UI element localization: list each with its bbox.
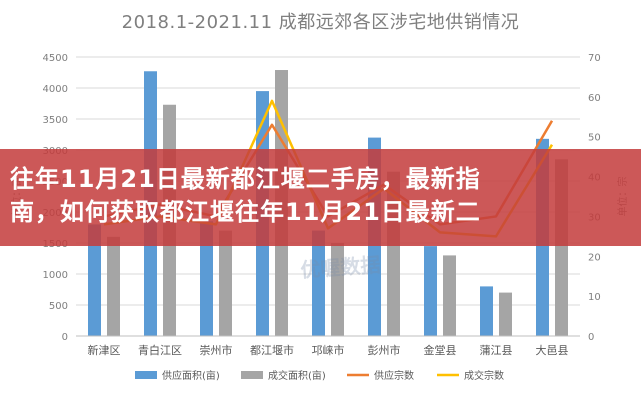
legend-label: 供应面积(亩) <box>162 369 220 382</box>
x-tick-label: 彭州市 <box>368 343 401 357</box>
y-left-tick-label: 500 <box>49 301 68 312</box>
x-tick-label: 都江堰市 <box>250 343 294 357</box>
legend-label: 成交宗数 <box>464 369 504 382</box>
article-title-banner[interactable]: 往年11月21日最新都江堰二手房，最新指 南，如何获取都江堰往年11月21日最新… <box>0 149 641 246</box>
y-right-tick-label: 0 <box>588 332 594 343</box>
legend-label: 供应宗数 <box>374 369 414 382</box>
bar-supply-area <box>480 286 493 336</box>
bar-supply-area <box>312 230 325 336</box>
x-tick-label: 新津区 <box>88 343 121 357</box>
bar-supply-area <box>200 221 213 336</box>
bar-supply-area <box>88 224 101 336</box>
y-left-tick-label: 4500 <box>43 53 68 64</box>
x-tick-label: 邛崃市 <box>312 343 345 357</box>
y-left-tick-label: 0 <box>62 332 68 343</box>
x-tick-label: 崇州市 <box>200 343 233 357</box>
x-tick-label: 蒲江县 <box>480 343 513 357</box>
y-right-tick-label: 70 <box>588 53 601 64</box>
legend-swatch <box>241 371 263 379</box>
y-left-tick-label: 1000 <box>43 270 68 281</box>
y-right-tick-label: 20 <box>588 252 601 263</box>
article-title-line-2: 南，如何获取都江堰往年11月21日最新二 <box>10 198 481 226</box>
x-tick-label: 青白江区 <box>138 343 182 357</box>
x-tick-label: 大邑县 <box>536 343 569 357</box>
bar-deal-area <box>499 292 512 336</box>
bar-deal-area <box>107 236 120 336</box>
bar-deal-area <box>331 243 344 336</box>
y-right-tick-label: 60 <box>588 93 601 104</box>
y-left-tick-label: 4000 <box>43 84 68 95</box>
chart-title: 2018.1-2021.11 成都远郊各区涉宅地供销情况 <box>121 12 520 33</box>
bar-deal-area <box>443 255 456 336</box>
y-right-tick-label: 50 <box>588 133 601 144</box>
bar-deal-area <box>219 230 232 336</box>
y-left-tick-label: 3500 <box>43 115 68 126</box>
legend-swatch <box>135 371 157 379</box>
legend-label: 成交面积(亩) <box>268 369 326 382</box>
article-title-line-1: 往年11月21日最新都江堰二手房，最新指 <box>10 165 481 193</box>
bar-supply-area <box>424 246 437 336</box>
x-tick-label: 金堂县 <box>424 343 457 357</box>
y-right-tick-label: 10 <box>588 292 601 303</box>
